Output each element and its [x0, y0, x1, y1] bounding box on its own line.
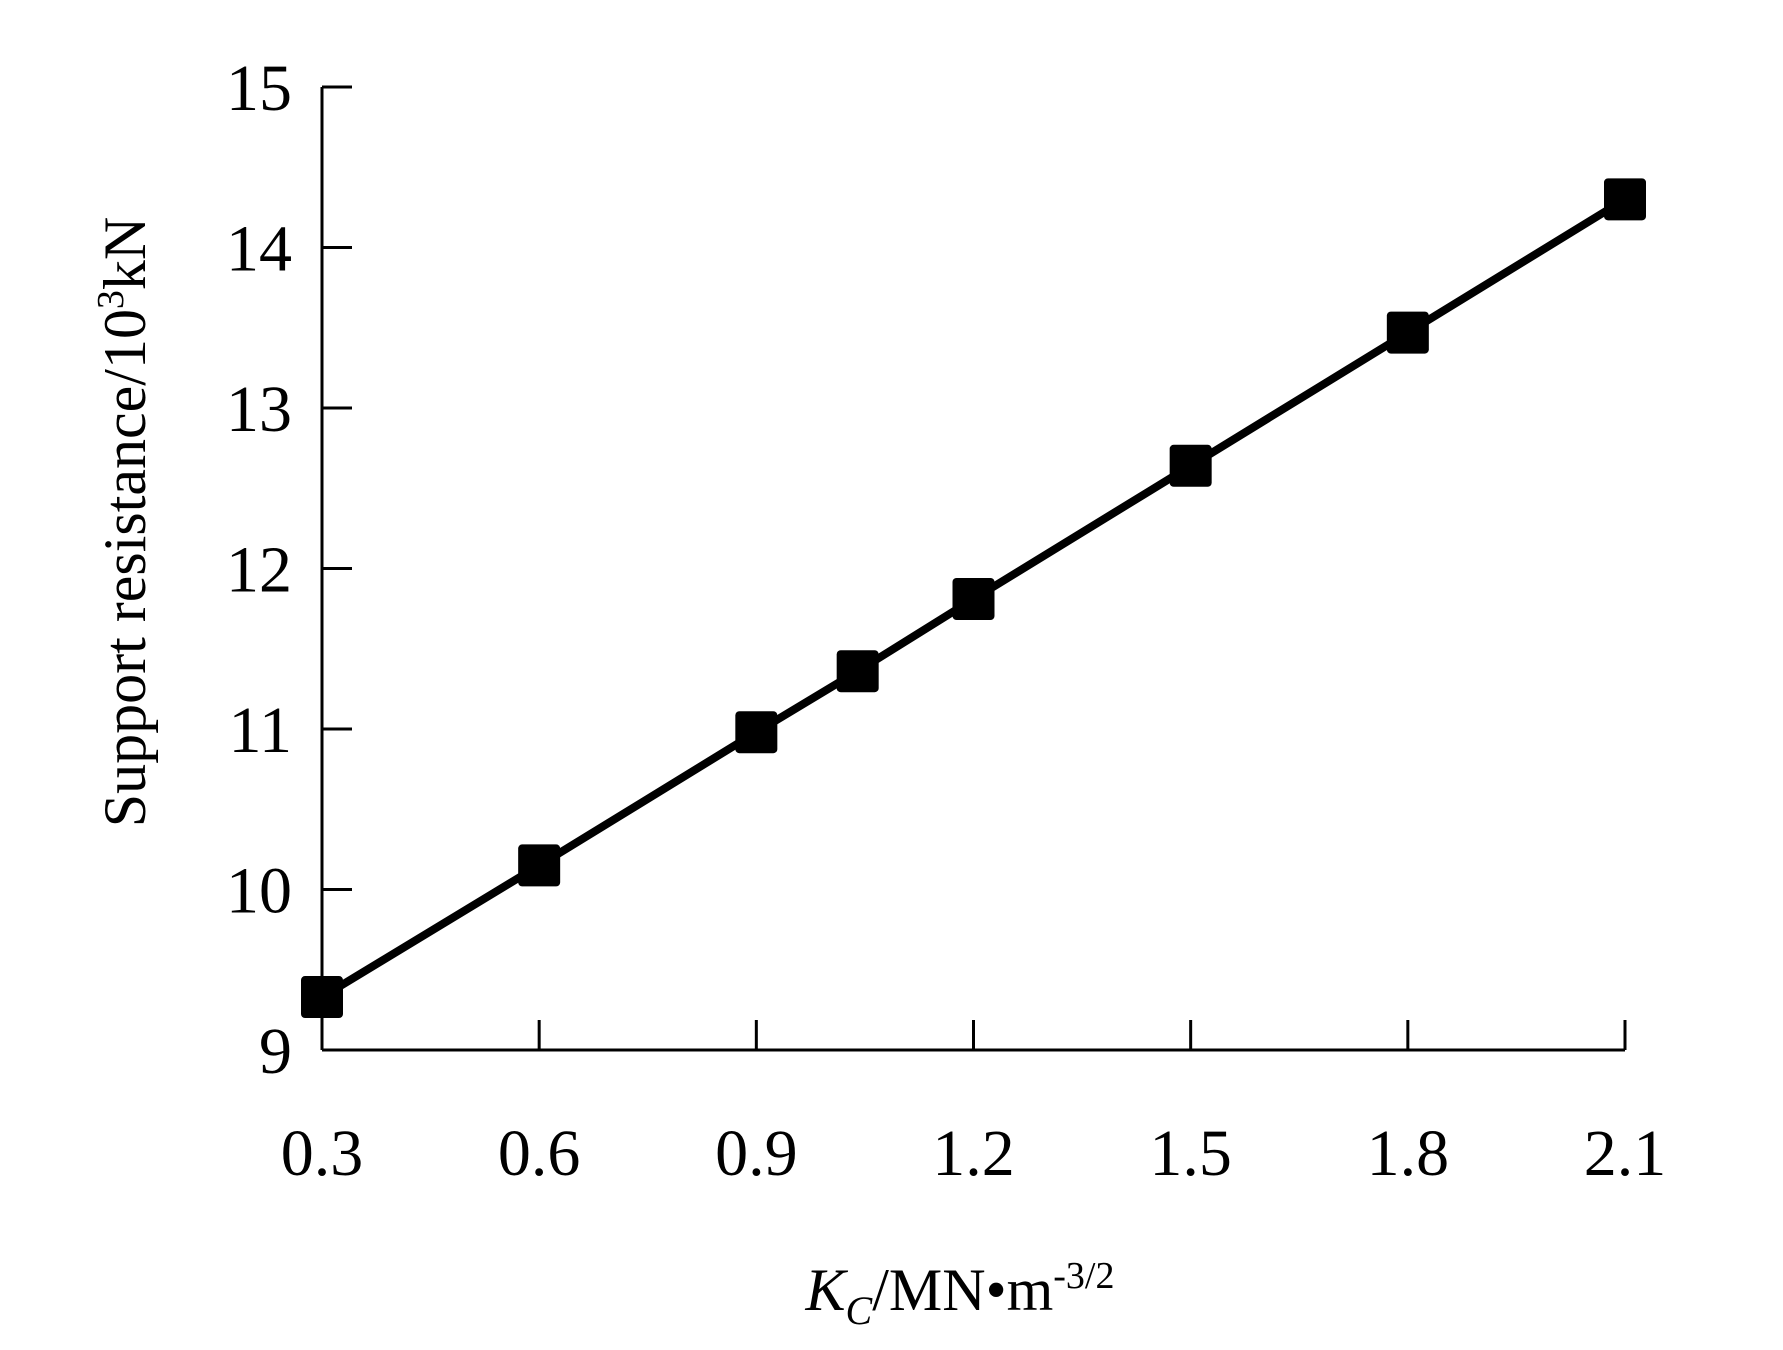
data-point-marker: [735, 711, 778, 754]
axes: [320, 87, 1625, 1052]
y-tick-label: 14: [226, 213, 292, 286]
y-tick-label: 9: [259, 1015, 292, 1088]
x-tick-label: 2.1: [1584, 1117, 1667, 1190]
x-tick-label: 1.5: [1149, 1117, 1232, 1190]
y-axis-title: Support resistance/103kN: [90, 217, 158, 828]
y-axis-title-unit: kN: [92, 217, 158, 290]
x-axis-title-main: K: [805, 1257, 849, 1323]
y-axis-title-main: Support resistance/10: [92, 309, 158, 827]
x-axis-title-superscript: -3/2: [1053, 1255, 1114, 1297]
x-axis-title-unit: /MN•m: [872, 1257, 1053, 1323]
x-axis-title-subscript: C: [846, 1288, 874, 1333]
series-group: [301, 178, 1646, 1019]
data-point-marker: [1386, 311, 1429, 354]
x-tick-label: 0.6: [498, 1117, 581, 1190]
x-axis-title: KC/MN•m-3/2: [805, 1255, 1115, 1333]
x-tick-label: 1.2: [932, 1117, 1015, 1190]
y-tick-label: 10: [226, 855, 292, 928]
x-tick-label: 0.9: [715, 1117, 798, 1190]
data-point-marker: [1169, 444, 1212, 487]
y-axis-title-superscript: 3: [90, 290, 132, 309]
data-point-marker: [301, 976, 343, 1019]
data-point-marker: [1604, 178, 1646, 221]
data-point-marker: [518, 844, 561, 887]
y-tick-label: 11: [228, 694, 292, 767]
y-tick-label: 12: [226, 534, 292, 607]
y-tick-label: 13: [226, 373, 292, 446]
data-point-marker: [836, 650, 879, 693]
x-tick-label: 1.8: [1367, 1117, 1450, 1190]
series-line: [319, 195, 1628, 1001]
x-tick-label: 0.3: [281, 1117, 364, 1190]
y-tick-label: 15: [226, 52, 292, 125]
x-axis-ticks: 0.3 0.6 0.9 1.2 1.5 1.8 2.1: [281, 1020, 1667, 1190]
data-point-marker: [952, 577, 995, 620]
y-axis-ticks: 9 10 11 12 13 14 15: [226, 52, 352, 1088]
